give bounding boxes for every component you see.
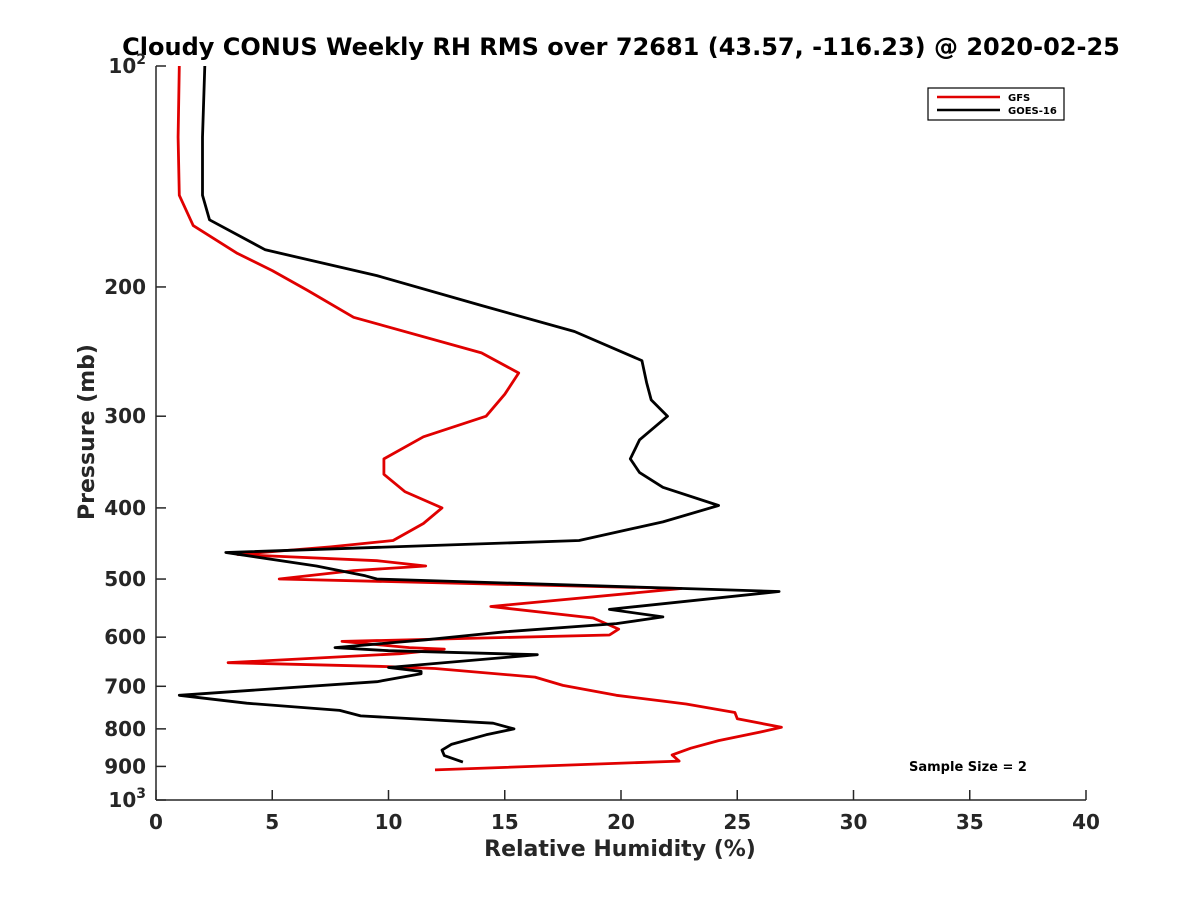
x-tick-label: 25 — [723, 810, 751, 834]
x-axis-label: Relative Humidity (%) — [484, 837, 756, 862]
y-tick-label: 900 — [104, 754, 146, 778]
y-tick-label: 200 — [104, 275, 146, 299]
y-tick-label: 800 — [104, 717, 146, 741]
y-tick-label: 500 — [104, 567, 146, 591]
x-tick-label: 10 — [375, 810, 403, 834]
x-tick-label: 15 — [491, 810, 519, 834]
x-tick-label: 20 — [607, 810, 635, 834]
y-axis-label: Pressure (mb) — [75, 344, 100, 520]
legend-label-gfs: GFS — [1008, 93, 1030, 104]
x-axis-ticks: 0 5 10 15 20 25 30 35 40 — [149, 790, 1100, 834]
series-line-gfs — [176, 65, 783, 772]
y-tick-label: 300 — [104, 404, 146, 428]
y-tick-label: 600 — [104, 625, 146, 649]
x-tick-label: 5 — [265, 810, 279, 834]
x-tick-label: 30 — [840, 810, 868, 834]
x-tick-label: 40 — [1072, 810, 1100, 834]
chart-title: Cloudy CONUS Weekly RH RMS over 72681 (4… — [122, 33, 1120, 61]
legend-box — [927, 87, 1065, 121]
x-tick-label: 0 — [149, 810, 163, 834]
y-tick-label: 400 — [104, 496, 146, 520]
series-line-goes16 — [177, 65, 781, 764]
plot-area — [176, 65, 783, 772]
x-tick-label: 35 — [956, 810, 984, 834]
legend-label-goes16: GOES-16 — [1008, 106, 1057, 117]
sample-size-annotation: Sample Size = 2 — [909, 760, 1027, 775]
legend: GFS GOES-16 — [927, 87, 1065, 121]
y-tick-label: 700 — [104, 674, 146, 698]
